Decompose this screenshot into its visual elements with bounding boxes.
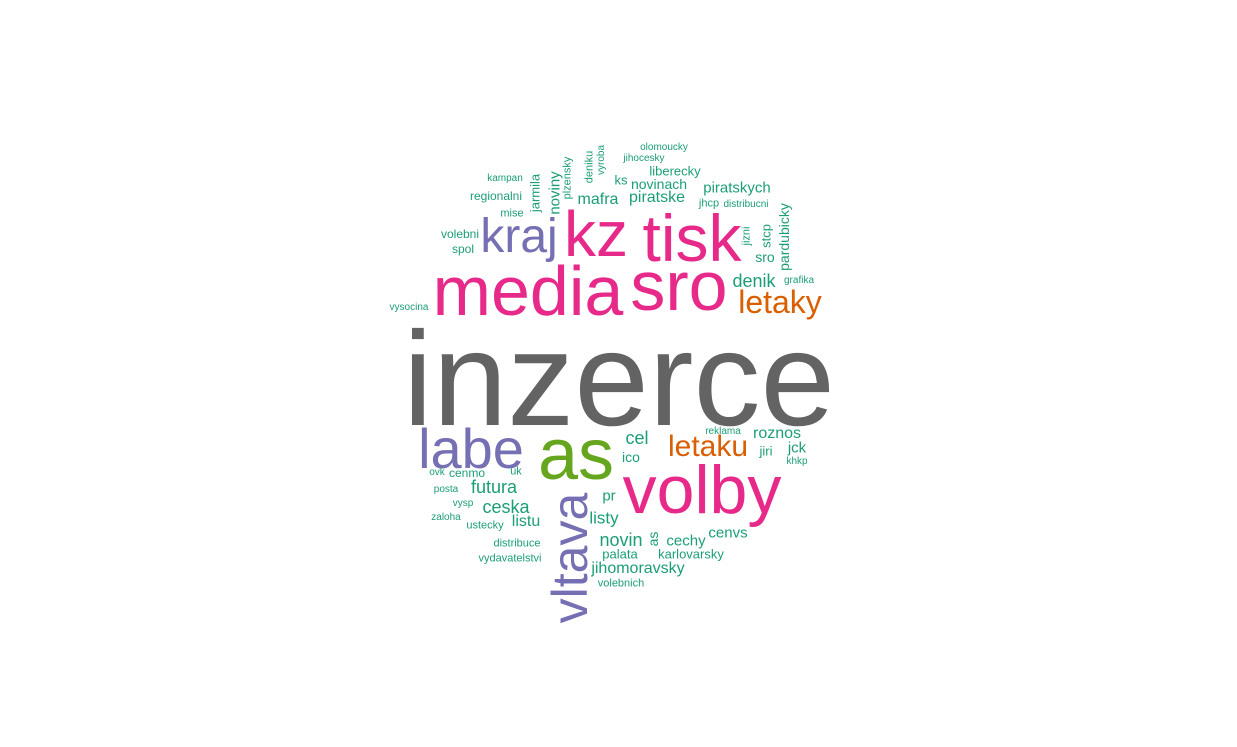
word-volebni: volebni bbox=[440, 227, 480, 241]
word-distribuce: distribuce bbox=[493, 537, 541, 550]
word-ceska: ceska bbox=[482, 497, 530, 517]
word-liberecky: liberecky bbox=[649, 163, 701, 179]
word-jihomoravsky: jihomoravsky bbox=[591, 560, 685, 577]
word-zaloha: zaloha bbox=[431, 512, 461, 523]
word-cenmo: cenmo bbox=[448, 466, 486, 480]
word-plzensky: plzensky bbox=[561, 156, 574, 200]
word-novin: novin bbox=[599, 530, 643, 550]
word-kraj: kraj bbox=[480, 210, 558, 263]
word-kampan: kampan bbox=[487, 173, 523, 184]
word-as: as bbox=[537, 415, 615, 495]
word-media: media bbox=[432, 252, 624, 330]
word-roznos: roznos bbox=[752, 425, 802, 442]
word-kz: kz bbox=[564, 198, 628, 270]
word-ico: ico bbox=[622, 449, 640, 465]
word-deniku: deniku bbox=[583, 150, 596, 184]
word-regionalni: regionalni bbox=[469, 189, 523, 203]
word-novinach: novinach bbox=[630, 176, 688, 192]
word-jhcp: jhcp bbox=[698, 197, 720, 210]
word-denik: denik bbox=[732, 271, 776, 291]
word-jiri: jiri bbox=[759, 443, 773, 459]
word-mise: mise bbox=[500, 207, 524, 220]
word-distribucni: distribucni bbox=[723, 199, 769, 210]
word-cel: cel bbox=[625, 428, 649, 448]
word-vltava: vltava bbox=[542, 492, 598, 624]
word-karlovarsky: karlovarsky bbox=[658, 546, 724, 562]
word-ks: ks bbox=[614, 172, 628, 188]
word-spol: spol bbox=[451, 242, 475, 256]
word-stcp: stcp bbox=[758, 224, 774, 248]
word-grafika: grafika bbox=[783, 275, 815, 286]
word-sro-small: sro bbox=[755, 249, 775, 265]
word-volebnich: volebnich bbox=[597, 577, 645, 590]
word-inzerce: inzerce bbox=[403, 305, 835, 454]
word-posta: posta bbox=[433, 484, 459, 495]
word-piratske: piratske bbox=[628, 189, 686, 206]
word-listy: listy bbox=[589, 508, 619, 528]
word-uk: uk bbox=[510, 465, 522, 478]
word-sro: sro bbox=[630, 247, 728, 325]
word-letaky: letaky bbox=[738, 284, 822, 320]
word-ovk: ovk bbox=[429, 467, 445, 478]
word-jizni: jizni bbox=[740, 226, 753, 246]
word-cenvs: cenvs bbox=[708, 524, 748, 542]
word-olomoucky: olomoucky bbox=[640, 142, 688, 153]
word-palata: palata bbox=[602, 546, 638, 562]
word-futura: futura bbox=[470, 477, 518, 497]
word-tisk: tisk bbox=[642, 201, 742, 275]
word-pardubicky: pardubicky bbox=[776, 203, 792, 271]
word-mafra: mafra bbox=[577, 191, 619, 208]
word-cechy: cechy bbox=[666, 532, 706, 550]
word-vysp: vysp bbox=[452, 498, 474, 509]
word-vyroba: vyroba bbox=[596, 144, 607, 176]
word-jihocesky: jihocesky bbox=[623, 153, 665, 164]
word-noviny: noviny bbox=[546, 171, 564, 215]
word-letaku: letaku bbox=[667, 430, 749, 463]
word-as-small: as bbox=[645, 531, 661, 547]
word-vydavatelstvi: vydavatelstvi bbox=[478, 552, 542, 565]
word-vysocina: vysocina bbox=[389, 302, 429, 313]
word-reklama: reklama bbox=[705, 426, 741, 437]
word-listu: listu bbox=[511, 513, 541, 530]
word-piratskych: piratskych bbox=[703, 179, 771, 197]
word-pr: pr bbox=[602, 487, 616, 505]
word-jck: jck bbox=[787, 439, 807, 457]
word-ustecky: ustecky bbox=[466, 519, 504, 532]
word-labe: labe bbox=[418, 417, 524, 480]
word-volby: volby bbox=[622, 452, 782, 528]
word-khkp: khkp bbox=[786, 456, 808, 467]
word-jarmila: jarmila bbox=[527, 173, 543, 213]
